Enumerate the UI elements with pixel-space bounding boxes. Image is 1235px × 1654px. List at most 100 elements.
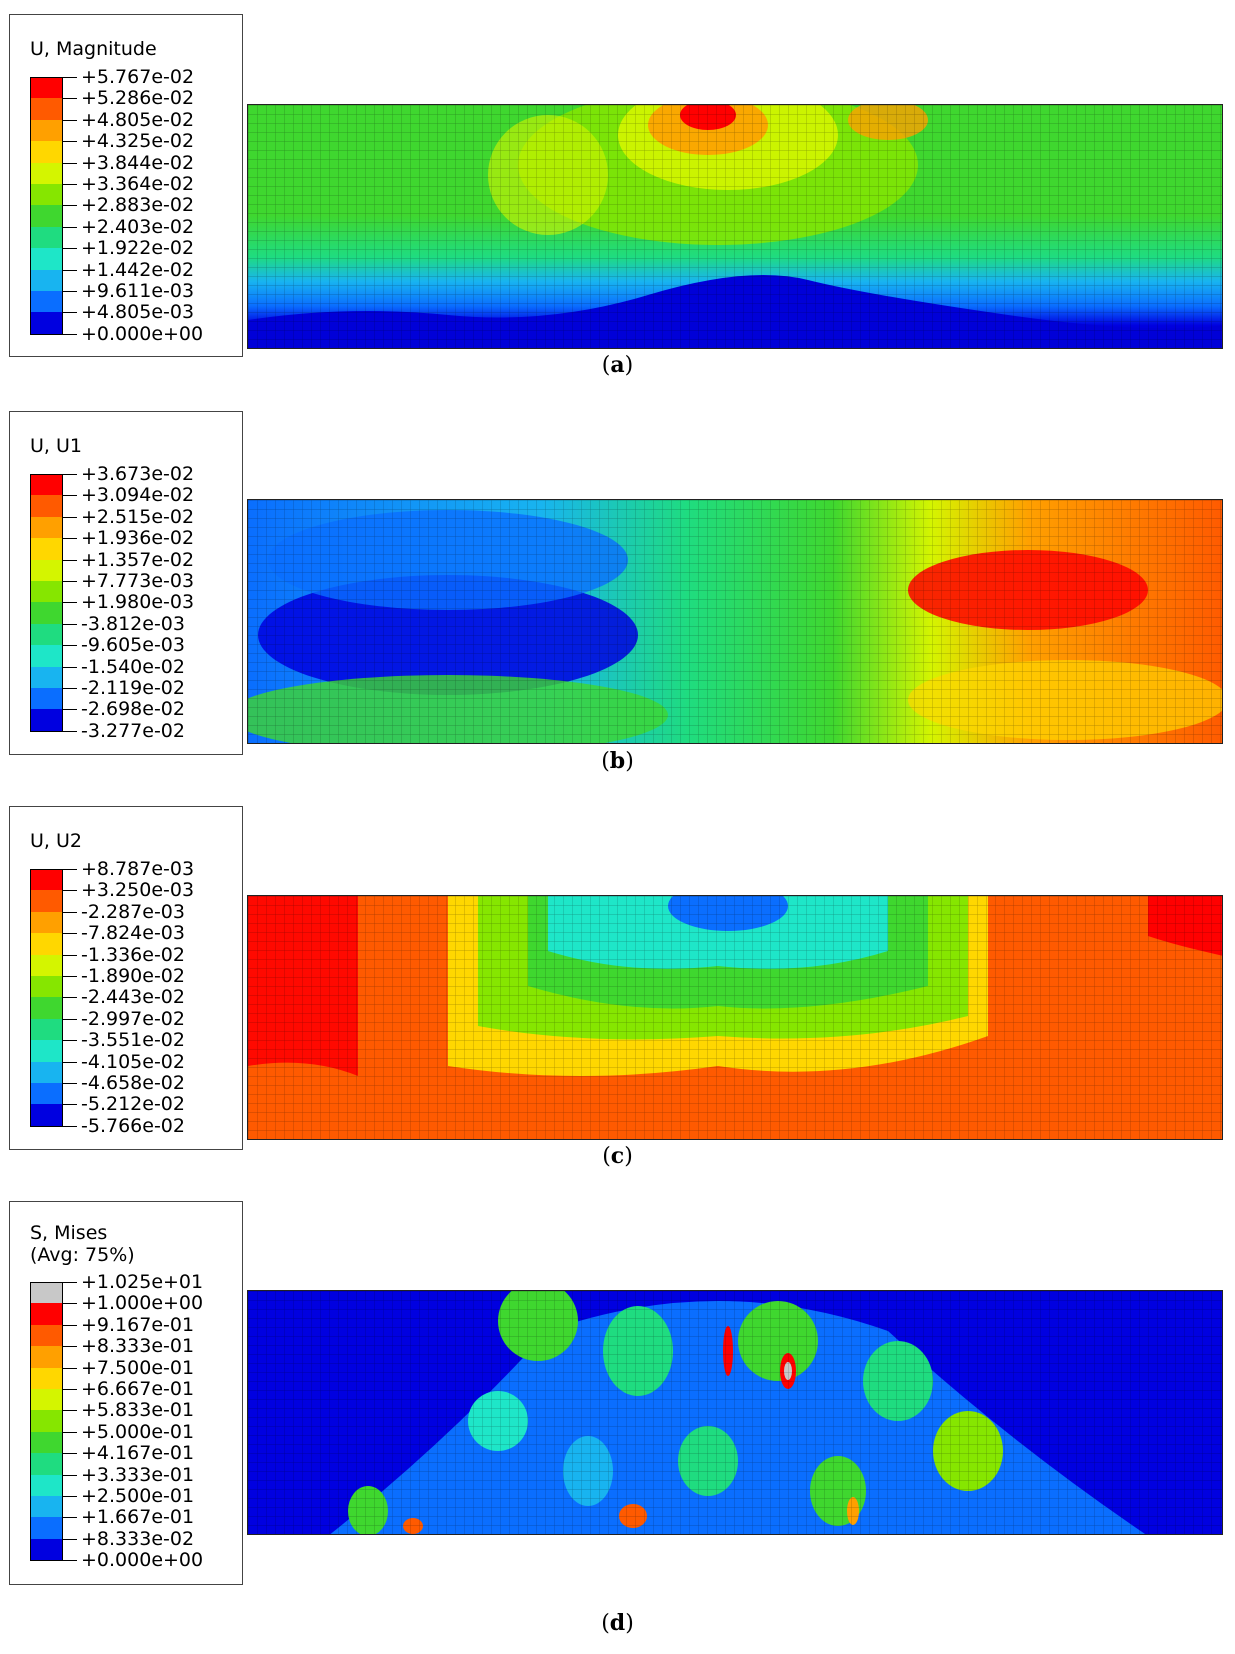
panel-d: S, Mises (Avg: 75%) +1.025e+01 +1.000e+00… (0, 1185, 1235, 1654)
color-swatch (30, 474, 63, 496)
color-swatch (30, 119, 63, 142)
scale-label: +1.442e-02 (81, 258, 195, 281)
scale-label: +4.325e-02 (81, 130, 195, 153)
scale-tick (63, 205, 77, 207)
color-swatch (30, 312, 63, 335)
scale-tick (63, 538, 77, 540)
scale-label: +3.333e-01 (81, 1463, 195, 1486)
scale-label: +3.844e-02 (81, 151, 195, 174)
scale-tick (63, 1410, 77, 1412)
scale-frame (30, 77, 63, 335)
scale-label: +1.936e-02 (81, 527, 195, 550)
scale-frame (30, 869, 63, 1127)
color-swatch (30, 1061, 63, 1084)
color-swatch (30, 1517, 63, 1540)
scale-label: -3.812e-03 (81, 612, 185, 635)
color-swatch (30, 709, 63, 732)
scale-label: +2.403e-02 (81, 215, 195, 238)
scale-tick (63, 333, 77, 335)
scale-tick (63, 1496, 77, 1497)
scale-tick (63, 1389, 77, 1390)
color-swatch (30, 559, 63, 582)
legend-title: U, U1 (30, 435, 82, 457)
legend-title: U, Magnitude (30, 38, 157, 60)
scale-tick (63, 269, 77, 271)
scale-label: +9.611e-03 (81, 280, 195, 302)
scale-tick (63, 1104, 77, 1106)
color-swatch (30, 688, 63, 710)
scale-label: +5.767e-02 (81, 66, 195, 88)
scale-tick (63, 688, 77, 689)
scale-tick (63, 1346, 77, 1348)
color-swatch (30, 1453, 63, 1476)
caption-a: (a) (601, 352, 634, 378)
legend-d: S, Mises (Avg: 75%) +1.025e+01 +1.000e+00… (9, 1201, 243, 1585)
color-swatch (30, 1324, 63, 1347)
scale-tick (63, 1517, 77, 1519)
scale-label: +4.805e-03 (81, 301, 195, 324)
scale-label: +3.094e-02 (81, 484, 195, 507)
scale-tick (63, 98, 77, 100)
scale-label: +8.787e-03 (81, 858, 195, 880)
scale-label: +2.500e-01 (81, 1485, 195, 1507)
scale-tick (63, 1453, 77, 1455)
scale-tick (63, 162, 77, 164)
color-swatch (30, 184, 63, 206)
color-swatch (30, 1346, 63, 1369)
legend-title: U, U2 (30, 830, 82, 852)
scale-tick (63, 1367, 77, 1369)
scale-label: -3.551e-02 (81, 1029, 185, 1052)
color-swatch (30, 1410, 63, 1433)
color-swatch (30, 1282, 63, 1304)
scale-label: +1.922e-02 (81, 237, 195, 260)
color-swatch (30, 248, 63, 271)
legend-a: U, Magnitude +5.767e-02 +5.286e-02 +4.805e… (9, 14, 243, 357)
color-swatch (30, 869, 63, 891)
color-swatch (30, 890, 63, 913)
color-swatch (30, 1389, 63, 1411)
scale-tick (63, 1083, 77, 1084)
scale-tick (63, 730, 77, 732)
caption-c: (c) (602, 1143, 633, 1169)
scale-label: -5.766e-02 (81, 1114, 185, 1137)
scale-tick (63, 911, 77, 913)
scale-label: -3.277e-02 (81, 719, 185, 742)
color-swatch (30, 141, 63, 164)
scale-tick (63, 581, 77, 582)
color-swatch (30, 1018, 63, 1041)
scale-tick (63, 1303, 77, 1305)
scale-label: +1.025e+01 (81, 1271, 204, 1293)
color-swatch (30, 1040, 63, 1063)
scale-label: +1.000e+00 (81, 1292, 204, 1315)
scale-label: -2.443e-02 (81, 986, 185, 1009)
scale-label: -9.605e-03 (81, 634, 185, 657)
scale-label: +2.515e-02 (81, 505, 195, 528)
scale-tick (63, 1040, 77, 1042)
scale-tick (63, 954, 77, 956)
legend-b: U, U1 +3.673e-02 +3.094e-02 +2.515e-02 +1.9… (9, 411, 243, 755)
color-swatch (30, 933, 63, 956)
scale-tick (63, 1474, 77, 1476)
scale-label: +7.773e-03 (81, 570, 195, 592)
color-swatch (30, 911, 63, 934)
color-swatch (30, 269, 63, 292)
color-swatch (30, 495, 63, 518)
scale-tick (63, 495, 77, 497)
color-swatch (30, 1538, 63, 1561)
scale-tick (63, 291, 77, 292)
scale-tick (63, 869, 77, 870)
color-swatch (30, 645, 63, 668)
scale-tick (63, 709, 77, 711)
scale-label: +3.673e-02 (81, 463, 195, 485)
color-swatch (30, 162, 63, 185)
color-swatch (30, 205, 63, 228)
scale-label: -7.824e-03 (81, 922, 185, 945)
scale-label: +1.667e-01 (81, 1506, 195, 1529)
color-swatch (30, 1474, 63, 1497)
color-swatch (30, 623, 63, 646)
contour-plot-d (247, 1290, 1223, 1535)
scale-tick (63, 933, 77, 935)
scale-label: -2.997e-02 (81, 1007, 185, 1030)
scale-label: +9.167e-01 (81, 1313, 195, 1336)
scale-label: -1.336e-02 (81, 943, 185, 966)
